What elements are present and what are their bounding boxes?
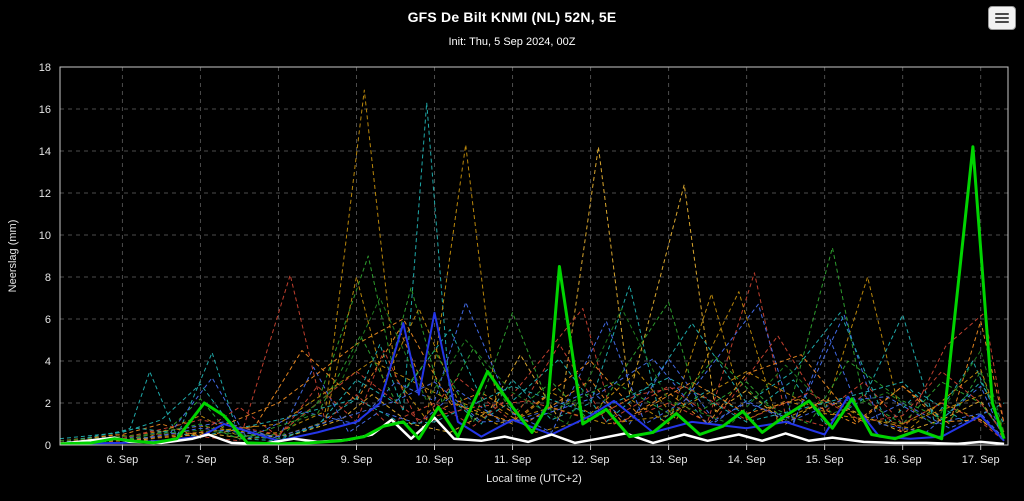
svg-text:0: 0 <box>45 440 51 452</box>
svg-text:12. Sep: 12. Sep <box>572 454 610 466</box>
svg-text:6. Sep: 6. Sep <box>107 454 139 466</box>
svg-text:14: 14 <box>39 146 51 158</box>
series-line-member-olive-3 <box>60 360 1005 444</box>
series-line-member-green-1 <box>60 247 1005 444</box>
y-tick-labels: 0 2 4 6 8 10 12 14 16 18 <box>39 62 51 452</box>
svg-text:17. Sep: 17. Sep <box>962 454 1000 466</box>
svg-text:11. Sep: 11. Sep <box>494 454 531 466</box>
svg-text:9. Sep: 9. Sep <box>341 454 373 466</box>
svg-text:16. Sep: 16. Sep <box>884 454 922 466</box>
export-menu-button[interactable] <box>988 6 1016 30</box>
svg-text:14. Sep: 14. Sep <box>728 454 766 466</box>
chart-subtitle: Init: Thu, 5 Sep 2024, 00Z <box>448 36 576 48</box>
series-line-member-olive-1 <box>60 89 1005 444</box>
series-line-member-red-3 <box>60 371 1005 442</box>
svg-text:10. Sep: 10. Sep <box>416 454 454 466</box>
svg-text:8: 8 <box>45 272 51 284</box>
svg-text:13. Sep: 13. Sep <box>650 454 688 466</box>
series-line-member-teal-2 <box>60 312 1005 440</box>
series-line-member-red-2 <box>60 335 1005 444</box>
series-line-member-teal-1 <box>60 102 1005 442</box>
plot-frame <box>59 66 1009 450</box>
y-axis-title: Neerslag (mm) <box>7 220 19 293</box>
series-line-member-olive-2 <box>60 276 1005 442</box>
series-line-member-orange-2 <box>60 318 1005 444</box>
svg-text:6: 6 <box>45 314 51 326</box>
x-tick-labels: 6. Sep 7. Sep 8. Sep 9. Sep 10. Sep 11. Sep 12… <box>107 454 1000 466</box>
gridlines <box>60 66 1008 446</box>
series-line-member-green-3 <box>60 297 1005 442</box>
series-line-member-red-1 <box>60 272 1005 444</box>
series-line-member-goldenrod-1 <box>60 146 1005 444</box>
svg-text:7. Sep: 7. Sep <box>185 454 217 466</box>
series-line-member-green-2 <box>60 312 1005 444</box>
svg-text:18: 18 <box>39 62 51 74</box>
series-line-member-blue-1 <box>60 301 1005 444</box>
x-axis-title: Local time (UTC+2) <box>486 473 582 485</box>
series-line-bold-white <box>60 416 1005 445</box>
series-lines <box>60 89 1006 445</box>
svg-text:4: 4 <box>45 356 51 368</box>
svg-text:15. Sep: 15. Sep <box>806 454 844 466</box>
svg-text:8. Sep: 8. Sep <box>263 454 295 466</box>
svg-text:12: 12 <box>39 188 51 200</box>
svg-text:2: 2 <box>45 398 51 410</box>
hamburger-icon <box>995 11 1009 25</box>
series-line-member-blue-3 <box>60 358 1005 445</box>
svg-text:16: 16 <box>39 104 51 116</box>
series-line-bold-green <box>60 145 1006 445</box>
svg-text:10: 10 <box>39 230 51 242</box>
chart-title: GFS De Bilt KNMI (NL) 52N, 5E <box>407 9 617 25</box>
